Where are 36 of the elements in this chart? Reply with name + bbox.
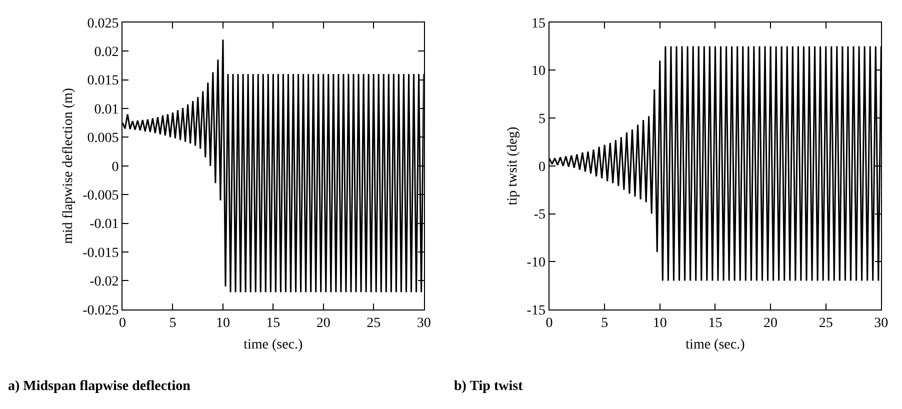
y-axis-title: mid flapwise deflection (m) <box>61 88 76 244</box>
x-tick-label: 30 <box>416 316 431 332</box>
x-tick-label: 25 <box>366 316 381 332</box>
y-tick-label: -0.015 <box>82 246 119 261</box>
y-tick-label: 0 <box>112 160 119 175</box>
x-tick-label: 20 <box>764 316 778 332</box>
y-tick-label: 0.025 <box>87 16 119 32</box>
y-tick-label: 5 <box>538 112 546 127</box>
x-axis-title: time (sec.) <box>686 338 746 353</box>
y-axis-title: tip twsit (deg) <box>505 126 520 206</box>
x-axis-title: time (sec.) <box>244 338 304 353</box>
y-tick-label: 0.02 <box>94 44 119 60</box>
y-tick-label: -10 <box>526 256 546 271</box>
text: a) Midspan flapwise deflection <box>8 379 191 394</box>
y-tick-label: -5 <box>534 208 546 223</box>
y-tick-label: -0.02 <box>90 274 119 290</box>
text: b) Tip twist <box>454 379 524 394</box>
x-tick-label: 10 <box>216 316 230 332</box>
x-tick-label: 10 <box>652 316 667 332</box>
y-tick-label: -15 <box>526 303 546 318</box>
y-tick-label: 15 <box>531 16 546 32</box>
y-tick-label: 0.015 <box>87 74 119 89</box>
x-tick-label: 25 <box>818 316 833 332</box>
x-tick-label: 15 <box>266 316 280 332</box>
y-tick-label: 0.01 <box>94 102 119 118</box>
x-tick-label: 5 <box>601 316 608 332</box>
x-tick-label: 30 <box>874 316 888 332</box>
y-tick-label: -0.01 <box>90 217 119 232</box>
y-tick-label: 0.005 <box>87 131 119 146</box>
y-tick-label: 0 <box>538 160 546 175</box>
y-tick-label: -0.025 <box>82 303 119 318</box>
y-tick-label: 10 <box>531 64 546 80</box>
x-tick-label: 15 <box>708 316 722 332</box>
x-tick-label: 5 <box>169 316 176 332</box>
x-tick-label: 20 <box>316 316 330 332</box>
y-tick-label: -0.005 <box>82 188 119 204</box>
